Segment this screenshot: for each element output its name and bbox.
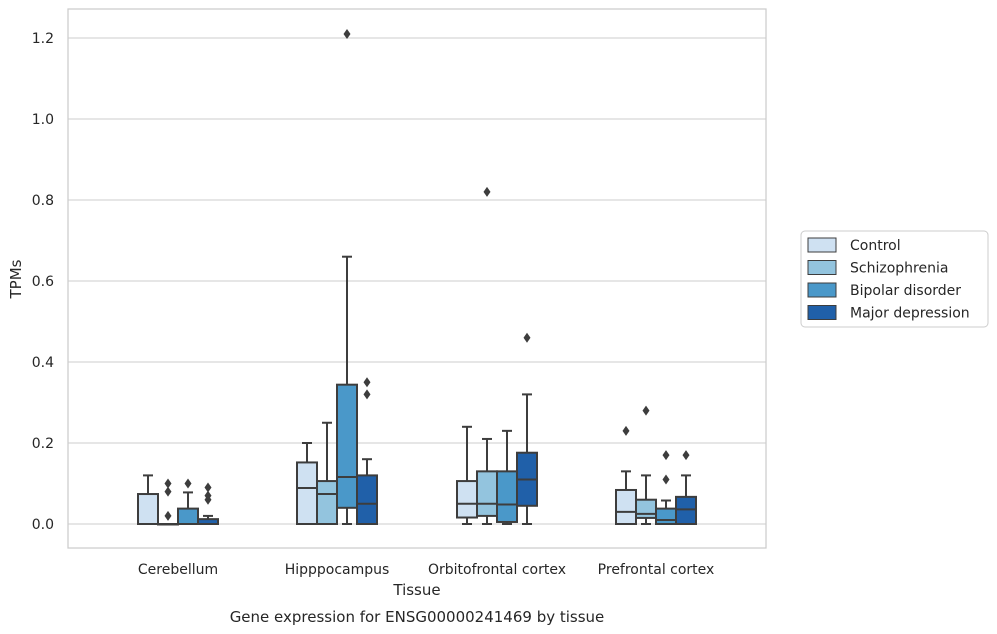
box-group: [296, 442, 318, 526]
outlier-point: [184, 478, 192, 489]
plot-frame: [67, 8, 767, 549]
box-group: [615, 425, 637, 526]
outlier-point: [164, 478, 172, 489]
box: [496, 470, 518, 523]
box: [137, 493, 159, 525]
x-tick-label: Prefrontal cortex: [598, 562, 715, 578]
legend-label: Major depression: [850, 306, 970, 322]
box-group: [356, 377, 378, 525]
box: [296, 461, 318, 526]
legend: Control Schizophrenia Bipolar disorder Majo…: [800, 230, 989, 328]
outlier-point: [662, 450, 670, 461]
box-group: [496, 429, 518, 525]
legend-swatch: [807, 305, 837, 320]
y-tick-label: 1.0: [32, 112, 54, 128]
box: [177, 507, 199, 525]
box: [456, 480, 478, 519]
outlier-point: [523, 332, 531, 343]
legend-label: Schizophrenia: [850, 261, 948, 277]
box-group: [456, 425, 478, 525]
box: [336, 383, 358, 509]
outlier-point: [204, 482, 212, 493]
x-axis-ticks: Cerebellum Hipppocampus Orbitofrontal cort…: [138, 562, 714, 578]
box-group: [137, 474, 159, 525]
box-group: [476, 186, 498, 525]
legend-swatch: [807, 260, 837, 275]
box-group: [316, 421, 338, 526]
box-group: [516, 332, 538, 525]
outlier-point: [483, 186, 491, 197]
box-group: [336, 28, 358, 525]
box: [356, 474, 378, 525]
boxes: [137, 28, 697, 526]
legend-frame: [800, 230, 989, 328]
grid-lines: [68, 37, 766, 525]
legend-label: Bipolar disorder: [850, 283, 961, 299]
y-tick-label: 0.6: [32, 274, 54, 290]
y-axis-ticks: 0.0 0.2 0.4 0.6 0.8 1.0 1.2: [32, 31, 54, 533]
chart-caption: Gene expression for ENSG00000241469 by t…: [230, 608, 605, 626]
box: [635, 498, 657, 519]
legend-label: Control: [850, 238, 901, 254]
box-group: [157, 478, 179, 526]
box: [675, 495, 697, 525]
outlier-point: [363, 377, 371, 388]
box-group: [177, 478, 199, 525]
box-group: [197, 482, 219, 526]
x-tick-label: Hipppocampus: [285, 562, 390, 578]
box: [655, 507, 677, 525]
box: [316, 480, 338, 526]
outlier-point: [642, 405, 650, 416]
y-axis-title: TPMs: [7, 259, 25, 299]
outlier-point: [682, 450, 690, 461]
outlier-point: [164, 510, 172, 521]
legend-swatch: [807, 282, 837, 298]
legend-swatch: [807, 237, 837, 253]
x-axis-title: Tissue: [392, 581, 440, 599]
outlier-point: [204, 490, 212, 501]
y-tick-label: 1.2: [32, 31, 54, 47]
box: [476, 470, 498, 517]
box-group: [675, 450, 697, 525]
y-tick-label: 0.4: [32, 355, 54, 371]
outlier-point: [363, 389, 371, 400]
y-tick-label: 0.2: [32, 436, 54, 452]
outlier-point: [622, 425, 630, 436]
y-tick-label: 0.8: [32, 193, 54, 209]
box-group: [655, 450, 677, 525]
x-tick-label: Orbitofrontal cortex: [428, 562, 566, 578]
box-group: [635, 405, 657, 525]
outlier-point: [164, 486, 172, 497]
y-tick-label: 0.0: [32, 517, 54, 533]
x-tick-label: Cerebellum: [138, 562, 218, 578]
box: [615, 488, 637, 526]
outlier-point: [343, 28, 351, 39]
outlier-point: [662, 474, 670, 485]
